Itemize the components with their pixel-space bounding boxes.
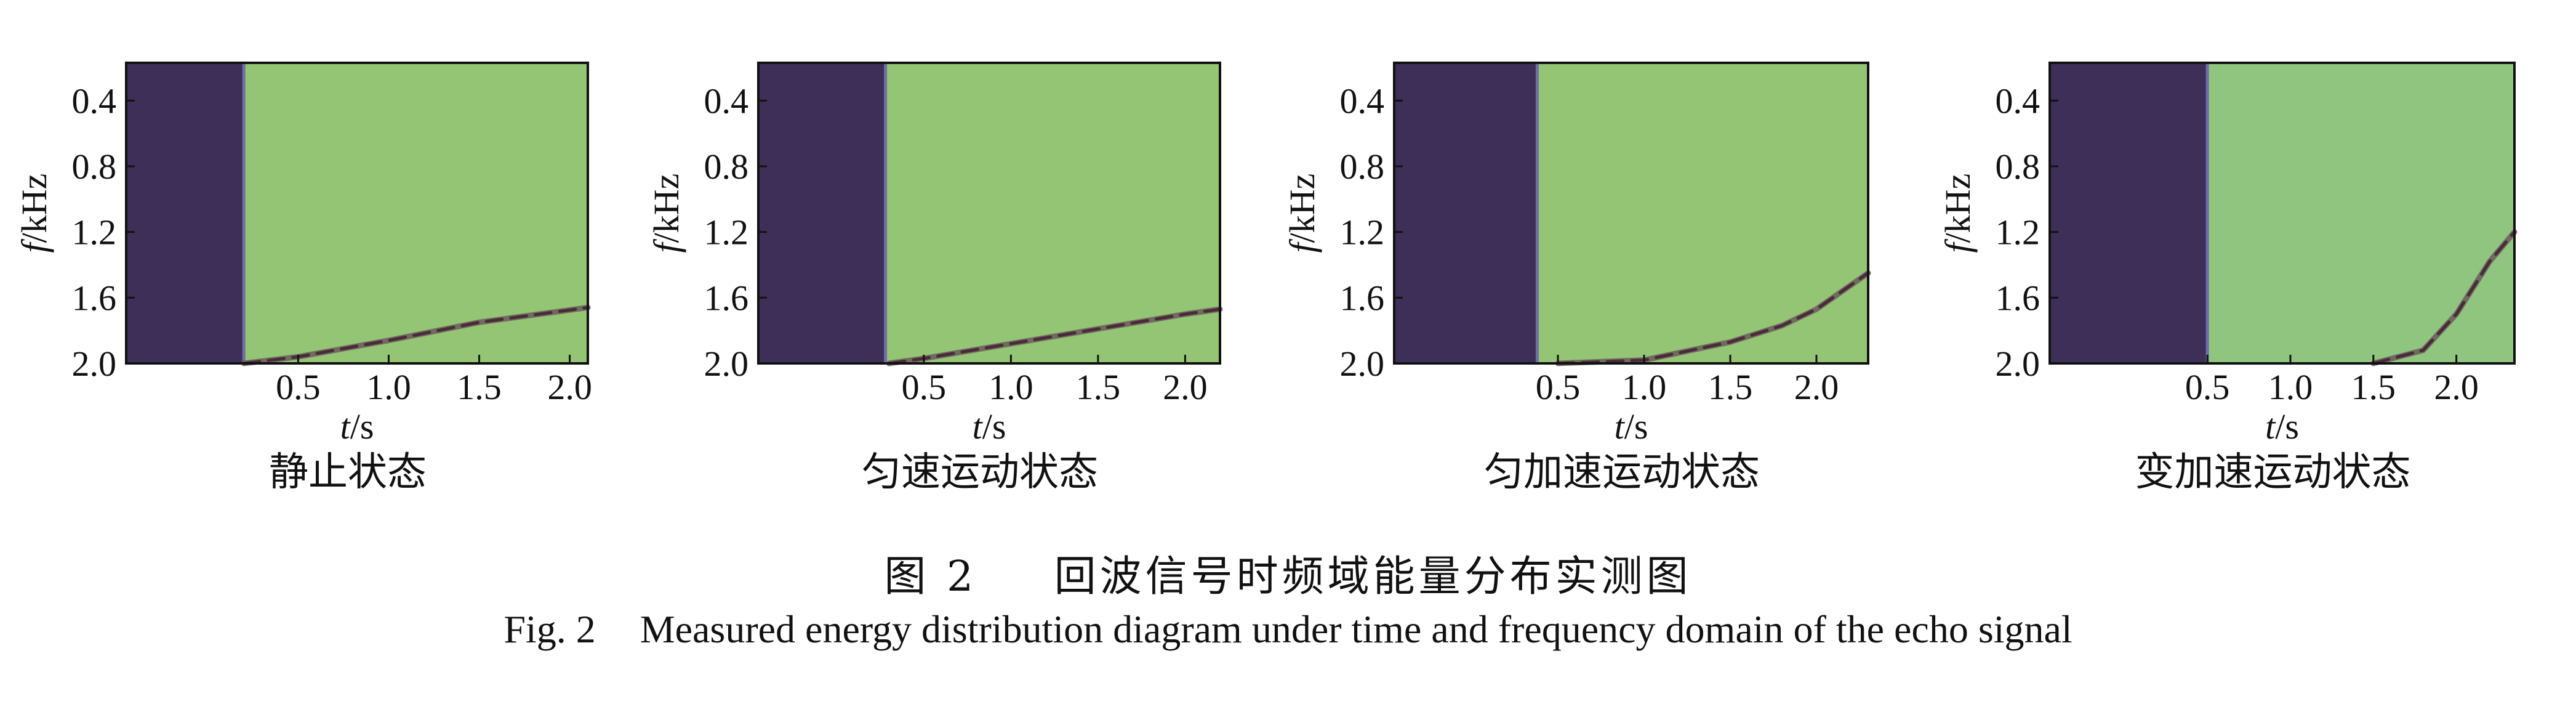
- x-axis-label-var: t: [973, 407, 984, 447]
- x-axis-label-var: t: [1615, 407, 1626, 447]
- no-energy-band: [1394, 63, 1538, 363]
- y-tick-label: 1.6: [704, 278, 749, 318]
- x-tick-label: 1.5: [2351, 367, 2396, 407]
- y-tick-label: 0.8: [1996, 147, 2040, 187]
- y-axis-label: f/kHz: [1282, 174, 1322, 253]
- no-energy-band: [758, 63, 886, 363]
- subplot-title: 静止状态: [269, 450, 427, 495]
- x-tick-label: 2.0: [1794, 367, 1839, 407]
- x-axis-label-unit: /s: [982, 407, 1006, 447]
- y-axis-label-unit: /kHz: [14, 174, 54, 243]
- y-tick-label: 2.0: [72, 344, 117, 384]
- y-axis-label-unit: /kHz: [1282, 174, 1322, 243]
- panel-2: 0.4 0.8 1.2 1.6 2.0 0.5 1.0 1.5 2.0 f/kHz t/s匀速运动状…: [646, 62, 1223, 495]
- energy-trace-core: [2372, 230, 2516, 365]
- x-tick-label: 2.0: [2434, 367, 2479, 407]
- y-tick-label: 1.2: [704, 212, 749, 253]
- y-tick-label: 0.4: [1996, 81, 2040, 121]
- x-tick-label: 1.0: [1622, 367, 1667, 407]
- subplot-title: 匀加速运动状态: [1484, 450, 1760, 495]
- x-axis-label-unit: /s: [2275, 407, 2299, 447]
- panel-4: 0.4 0.8 1.2 1.6 2.0 0.5 1.0 1.5 2.0 f/kHz t/s变加速运动…: [1938, 62, 2518, 495]
- x-axis-label: t/s: [1615, 407, 1648, 447]
- y-tick-label: 0.8: [72, 147, 117, 187]
- y-tick-label: 2.0: [1340, 344, 1385, 384]
- y-tick-label: 1.2: [1996, 212, 2040, 253]
- energy-trace-core: [887, 307, 1222, 365]
- plot-frame: [757, 62, 1221, 365]
- y-tick-label: 1.2: [1340, 212, 1385, 253]
- figure-caption-cn-label: 图 2: [884, 552, 977, 601]
- x-axis-label: t/s: [2265, 407, 2299, 447]
- plot-frame: [2048, 62, 2516, 365]
- y-tick-label: 0.4: [72, 81, 117, 121]
- x-tick-label: 2.0: [1163, 367, 1208, 407]
- x-axis-label-unit: /s: [350, 407, 374, 447]
- y-axis-label: f/kHz: [1938, 174, 1978, 253]
- y-axis-label-unit: /kHz: [646, 174, 686, 243]
- figure-caption-en: Fig. 2 Measured energy distribution diag…: [0, 607, 2576, 652]
- y-tick-label: 2.0: [1996, 344, 2040, 384]
- x-axis-label: t/s: [340, 407, 374, 447]
- y-tick-label: 0.4: [1340, 81, 1385, 121]
- figure-caption-cn: 图 2 回波信号时频域能量分布实测图: [0, 542, 2576, 603]
- x-tick-label: 0.5: [2185, 367, 2230, 407]
- x-tick-label: 1.5: [457, 367, 502, 407]
- y-axis-label-unit: /kHz: [1938, 174, 1978, 243]
- x-tick-label: 0.5: [276, 367, 321, 407]
- x-axis-label-var: t: [340, 407, 351, 447]
- figure-caption-en-text: Measured energy distribution diagram und…: [640, 607, 2072, 651]
- x-axis-label-unit: /s: [1624, 407, 1648, 447]
- y-tick-label: 0.8: [704, 147, 749, 187]
- x-axis-label: t/s: [973, 407, 1006, 447]
- x-axis-label-var: t: [2265, 407, 2276, 447]
- y-axis-label: f/kHz: [14, 174, 54, 253]
- x-tick-label: 1.0: [2268, 367, 2313, 407]
- y-axis-label: f/kHz: [646, 174, 686, 253]
- x-tick-label: 0.5: [902, 367, 947, 407]
- subplot-title: 变加速运动状态: [2135, 450, 2411, 495]
- x-tick-label: 1.0: [989, 367, 1033, 407]
- y-tick-label: 2.0: [704, 344, 749, 384]
- x-tick-label: 2.0: [547, 367, 592, 407]
- figure-caption-cn-text: 回波信号时频域能量分布实测图: [1054, 552, 1692, 601]
- y-tick-label: 0.8: [1340, 147, 1385, 187]
- panel-3: 0.4 0.8 1.2 1.6 2.0 0.5 1.0 1.5 2.0 f/kHz t/s匀加速运动…: [1282, 62, 1871, 495]
- no-energy-band: [2050, 63, 2208, 363]
- subplot-title: 匀速运动状态: [862, 450, 1098, 495]
- figure-caption-en-label: Fig. 2: [504, 607, 596, 651]
- plot-frame: [125, 62, 589, 365]
- x-tick-label: 1.5: [1076, 367, 1121, 407]
- no-energy-band: [126, 63, 244, 363]
- x-tick-label: 0.5: [1536, 367, 1581, 407]
- x-tick-label: 1.5: [1708, 367, 1753, 407]
- y-tick-label: 1.6: [1340, 278, 1385, 318]
- y-tick-label: 1.2: [72, 212, 117, 253]
- energy-trace-core: [1556, 271, 1870, 365]
- y-tick-label: 1.6: [72, 278, 117, 318]
- y-tick-label: 0.4: [704, 81, 749, 121]
- y-tick-label: 1.6: [1996, 278, 2040, 318]
- energy-trace-core: [242, 305, 590, 365]
- plot-frame: [1393, 62, 1869, 365]
- x-tick-label: 1.0: [366, 367, 411, 407]
